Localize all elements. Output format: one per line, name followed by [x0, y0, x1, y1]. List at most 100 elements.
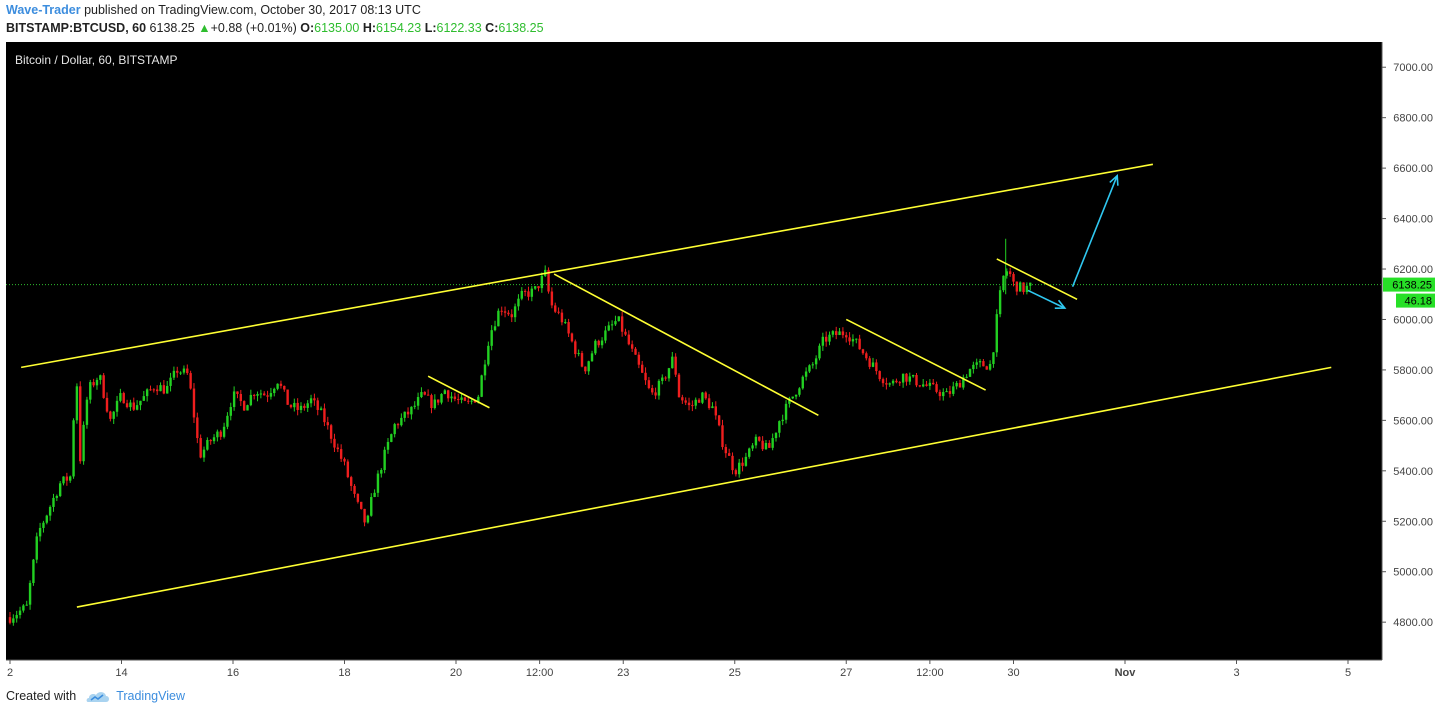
candle-up	[376, 473, 380, 493]
tradingview-link[interactable]: TradingView	[116, 689, 185, 703]
candle-down	[239, 393, 243, 402]
candle-down	[677, 374, 681, 398]
candle-down	[647, 380, 651, 389]
candle-up	[657, 380, 661, 396]
candle-up	[256, 394, 259, 396]
candle-up	[838, 331, 841, 336]
candle-down	[149, 389, 152, 391]
candle-down	[948, 391, 952, 394]
trendline-channel-lower[interactable]	[76, 366, 1332, 608]
candle-down	[724, 447, 728, 454]
candle-down	[627, 334, 631, 345]
price-axis[interactable]: 7000.00 6800.00 6600.00 6400.00 6200.00 6000.…	[1382, 62, 1433, 629]
candle-up	[955, 383, 958, 387]
candle-up	[440, 393, 443, 403]
candle-down	[453, 396, 457, 400]
low-label: L:	[424, 21, 437, 35]
candle-down	[932, 382, 935, 385]
candle-down	[353, 485, 356, 494]
time-tick-label: 23	[617, 667, 629, 679]
candle-down	[654, 392, 657, 396]
last-price-tag	[1383, 277, 1435, 292]
candle-up	[35, 536, 38, 560]
candle-up	[182, 368, 186, 373]
candle-up	[952, 386, 955, 394]
trendline-flag-4[interactable]	[996, 258, 1078, 301]
candle-down	[584, 366, 587, 372]
candle-down	[865, 353, 868, 359]
candle-down	[704, 392, 707, 399]
trendline-channel-upper[interactable]	[21, 163, 1154, 369]
candle-down	[473, 400, 477, 403]
candle-up	[319, 408, 323, 410]
chart-title: Bitcoin / Dollar, 60, BITSTAMP	[15, 53, 178, 67]
candle-up	[540, 275, 544, 289]
candle-up	[172, 370, 176, 378]
countdown-tag-text: 46.18	[1404, 296, 1432, 308]
candle-down	[242, 401, 246, 411]
candle-down	[905, 373, 908, 382]
open-label: O:	[300, 21, 315, 35]
candle-up	[58, 483, 62, 497]
candle-down	[79, 386, 82, 462]
candle-up	[72, 420, 75, 477]
candle-down	[925, 384, 928, 386]
candle-down	[938, 391, 942, 397]
ohlc-line: BITSTAMP:BTCUSD, 60 6138.25 ▲+0.88 (+0.0…	[6, 21, 544, 35]
candle-up	[610, 324, 614, 326]
candle-down	[1015, 281, 1019, 292]
candle-up	[667, 368, 671, 379]
candle-down	[580, 353, 584, 367]
candle-up	[306, 403, 309, 408]
candle-down	[360, 501, 363, 509]
arrows[interactable]	[1027, 173, 1119, 309]
candle-down	[296, 402, 299, 410]
price-tick-label: 5800.00	[1393, 365, 1433, 377]
candle-up	[604, 330, 607, 341]
candle-up	[754, 436, 758, 446]
candle-down	[634, 348, 637, 355]
trendline-flag-1[interactable]	[427, 375, 490, 409]
candle-up	[520, 290, 523, 299]
price-tick-label: 6400.00	[1393, 214, 1433, 226]
candle-down	[196, 417, 199, 439]
candle-down	[918, 385, 922, 387]
arrow-up[interactable]	[1071, 175, 1118, 287]
last-price: 6138.25	[149, 21, 195, 35]
trendline-flag-2[interactable]	[553, 273, 819, 417]
plot-background	[6, 42, 1382, 660]
time-axis[interactable]: 2 14 16 18 20 12:00 23 25 27 12:00 30 Nov 3 5	[7, 660, 1351, 679]
candle-up	[778, 421, 781, 433]
author-link[interactable]: Wave-Trader	[6, 3, 81, 17]
arrow-down[interactable]	[1027, 289, 1066, 309]
price-tick-label: 6000.00	[1393, 314, 1433, 326]
candle-up	[32, 559, 35, 583]
candle-up	[533, 286, 537, 289]
candle-up	[764, 442, 768, 450]
trendline-flag-3[interactable]	[845, 318, 986, 391]
candle-up	[891, 380, 895, 384]
triangle-up-icon: ▲	[198, 21, 211, 35]
candle-down	[878, 371, 881, 380]
candle-up	[587, 361, 590, 372]
candle-down	[423, 392, 426, 395]
candle-down	[741, 462, 744, 466]
candle-up	[831, 331, 835, 335]
countdown-tag	[1396, 293, 1435, 308]
price-chart[interactable]: 7000.00 6800.00 6600.00 6400.00 6200.00 6000.…	[0, 40, 1440, 680]
candle-up	[18, 610, 22, 616]
candles	[8, 238, 1032, 626]
trendlines[interactable]	[21, 163, 1332, 608]
candle-up	[273, 388, 276, 394]
candle-up	[771, 438, 774, 448]
candle-down	[620, 316, 624, 332]
price-tick-label: 5200.00	[1393, 516, 1433, 528]
candle-down	[597, 340, 600, 346]
candle-down	[898, 382, 901, 384]
candle-down	[691, 405, 694, 407]
candle-up	[928, 382, 932, 386]
candle-up	[493, 326, 497, 331]
candle-up	[517, 298, 520, 307]
candle-up	[480, 375, 483, 397]
candle-down	[824, 336, 828, 342]
